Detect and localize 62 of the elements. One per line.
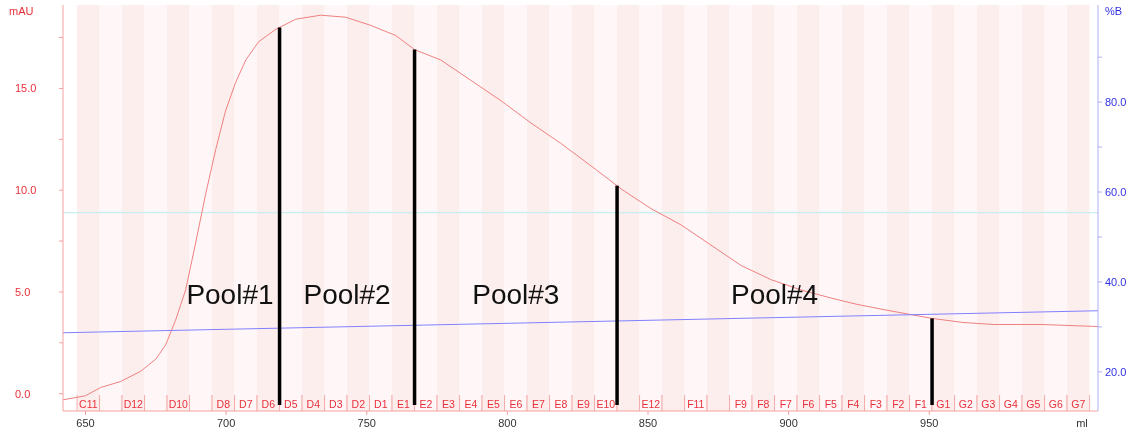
annotation: Pool#2 <box>303 279 391 311</box>
y-tick-label: 0.0 <box>15 387 31 400</box>
x-tick-label: 800 <box>498 417 517 429</box>
band-label: E7 <box>531 398 545 410</box>
y-axis-title: mAU <box>9 5 34 17</box>
band-label: F8 <box>757 398 770 410</box>
band-label: D6 <box>261 398 276 410</box>
x-tick-label: 900 <box>779 417 798 429</box>
band-label: D7 <box>239 398 253 410</box>
x-tick-label: 850 <box>638 417 658 429</box>
band-label: G4 <box>1003 398 1018 410</box>
band-label: E12 <box>641 398 661 410</box>
band-label: G7 <box>1071 398 1086 410</box>
y2-tick-label: 80.0 <box>1105 96 1127 109</box>
band-label: D12 <box>123 398 144 410</box>
band-label: E10 <box>596 398 616 410</box>
band-label: G2 <box>958 398 973 410</box>
band-label: G1 <box>936 398 951 410</box>
y2-tick-label: 40.0 <box>1105 275 1127 288</box>
band-label: F3 <box>869 398 883 410</box>
annotation: Pool#3 <box>472 279 560 311</box>
band-label: G6 <box>1048 398 1063 410</box>
band-label: F2 <box>892 398 905 410</box>
band-label: D8 <box>216 398 231 410</box>
y2-axis-title: %B <box>1105 5 1123 17</box>
y-tick-label: 5.0 <box>15 285 31 298</box>
band-label: F5 <box>824 398 838 410</box>
band-label: F11 <box>687 398 705 410</box>
band-label: C11 <box>79 398 98 410</box>
annotation: Pool#1 <box>186 279 274 311</box>
band-label: E5 <box>486 398 500 410</box>
y2-tick-label: 60.0 <box>1105 186 1127 199</box>
y-tick-label: 10.0 <box>15 184 37 197</box>
band-label: E9 <box>576 398 590 410</box>
band-label: E2 <box>419 398 433 410</box>
band-label: E3 <box>441 398 455 410</box>
band-label: D4 <box>306 398 321 410</box>
x-tick-label: 700 <box>216 417 236 429</box>
line-series <box>62 14 1099 401</box>
band-label: F9 <box>734 398 748 410</box>
band-label: F6 <box>802 398 815 410</box>
band-label: D1 <box>374 398 388 410</box>
band-label: F4 <box>847 398 860 410</box>
band-label: D5 <box>284 398 298 410</box>
band-label: G3 <box>981 398 996 410</box>
band-label: E4 <box>464 398 478 410</box>
band-label: D3 <box>329 398 343 410</box>
y-tick-label: 15.0 <box>15 82 37 95</box>
band-label: F1 <box>914 398 928 410</box>
band-label: F7 <box>779 398 793 410</box>
x-tick-label: 650 <box>76 417 95 429</box>
band-label: D10 <box>168 398 189 410</box>
x-tick-label: 950 <box>920 417 939 429</box>
band-label: E6 <box>509 398 523 410</box>
band-label: E1 <box>396 398 410 410</box>
y2-tick-label: 20.0 <box>1105 365 1127 378</box>
annotation: Pool#4 <box>730 279 819 311</box>
band-label: D2 <box>351 398 366 410</box>
band-label: G5 <box>1026 398 1041 410</box>
x-tick-label: 750 <box>357 417 376 429</box>
band-label: E8 <box>554 398 568 410</box>
x-axis-title: ml <box>1076 417 1088 429</box>
